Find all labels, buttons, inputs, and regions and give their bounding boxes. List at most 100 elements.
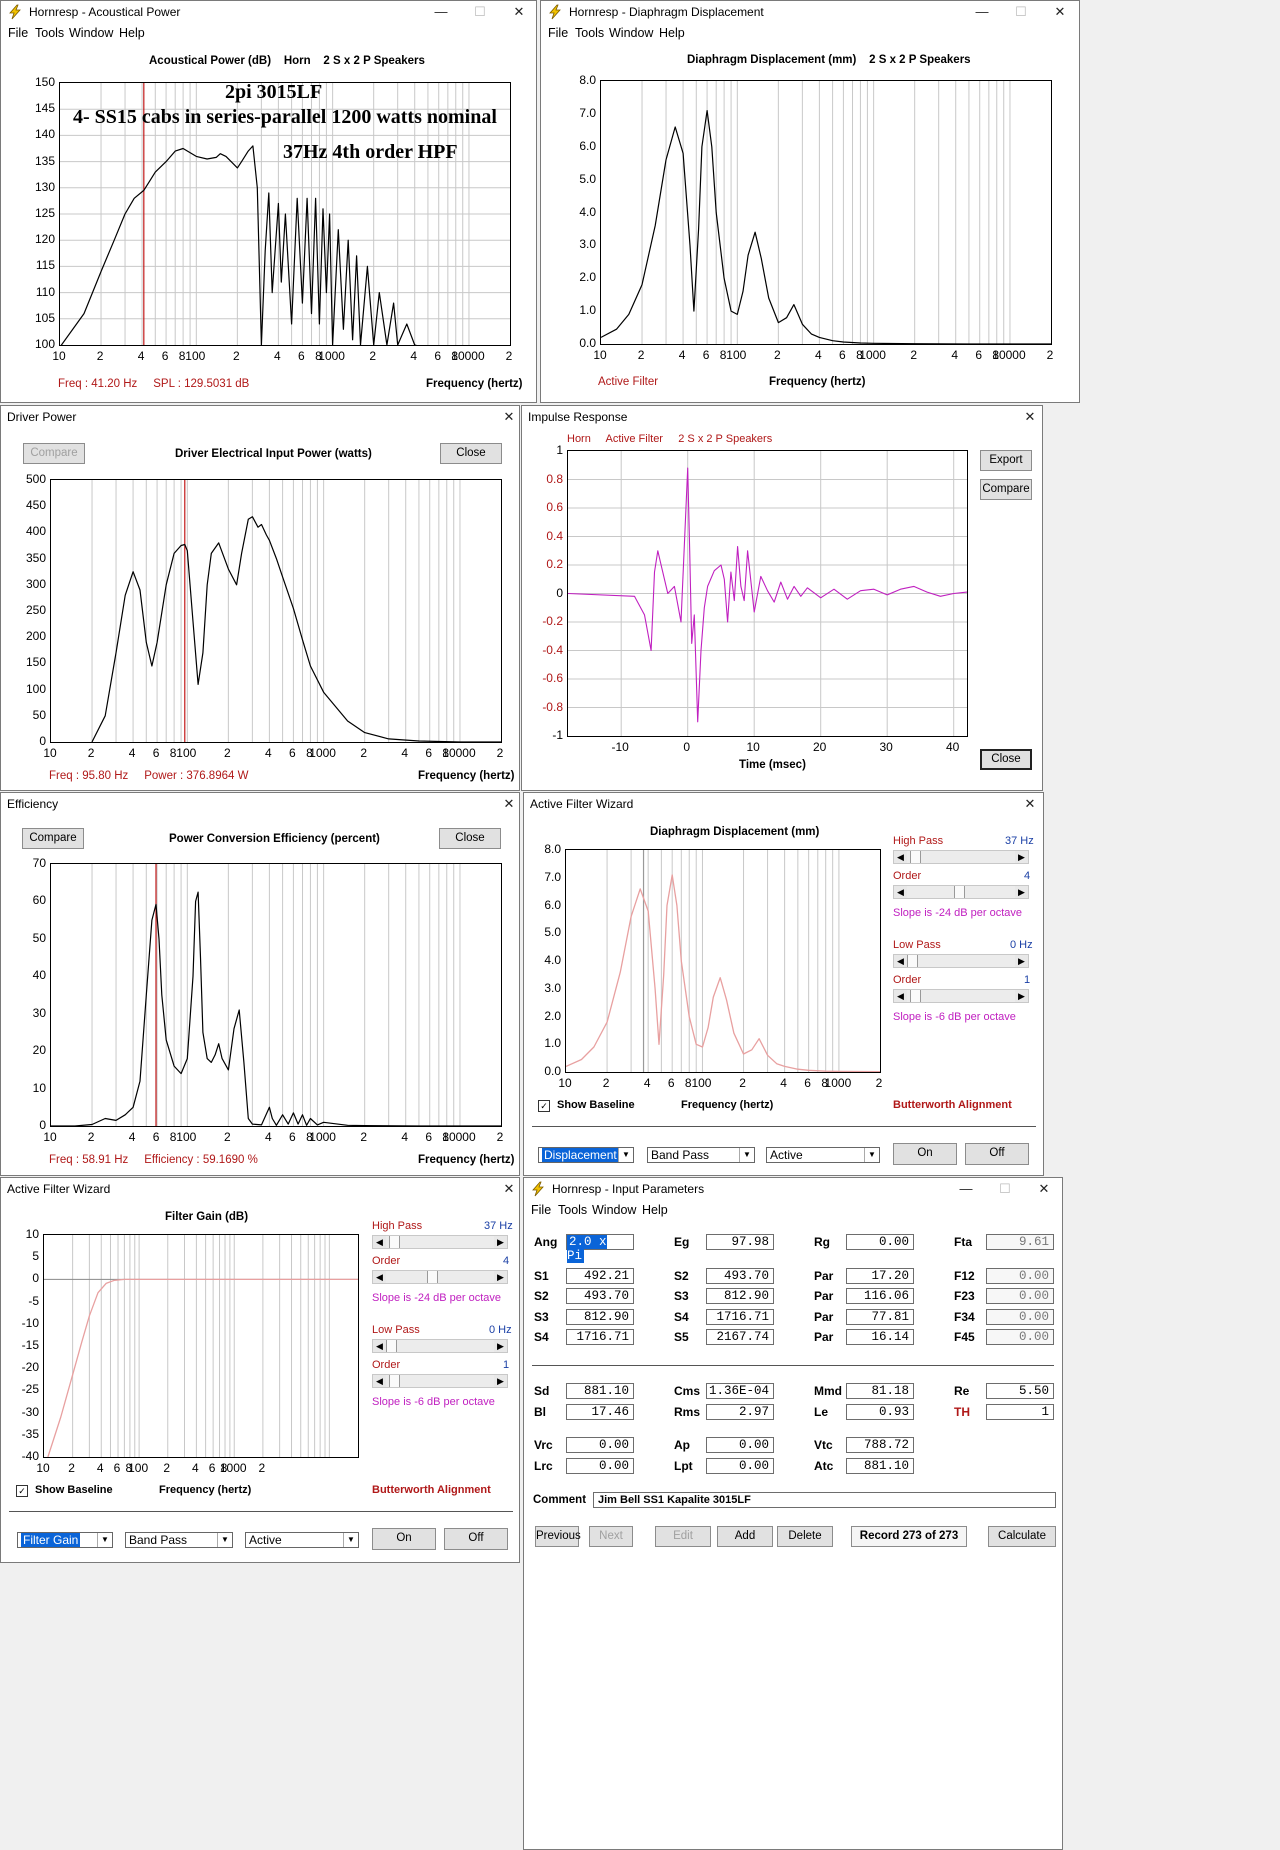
param-field[interactable]: 0.00 bbox=[986, 1329, 1054, 1345]
menu-window[interactable]: Window bbox=[609, 26, 654, 40]
chevron-down-icon[interactable]: ▼ bbox=[739, 1148, 754, 1162]
title-bar[interactable]: Hornresp - Input Parameters — ☐ ✕ bbox=[524, 1178, 1062, 1200]
filter-mode-combo[interactable]: Active ▼ bbox=[766, 1147, 880, 1163]
param-field[interactable]: 16.14 bbox=[846, 1329, 914, 1345]
arrow-right-icon[interactable]: ▶ bbox=[494, 1236, 507, 1248]
hp-order-slider[interactable]: ◀ ▶ bbox=[893, 885, 1029, 899]
param-field[interactable]: 0.00 bbox=[986, 1268, 1054, 1284]
param-field[interactable]: 492.21 bbox=[566, 1268, 634, 1284]
param-field[interactable]: 881.10 bbox=[566, 1383, 634, 1399]
compare-button[interactable]: Compare bbox=[22, 828, 84, 849]
close-icon[interactable]: ✕ bbox=[503, 1181, 515, 1196]
slider-thumb[interactable] bbox=[427, 1271, 438, 1283]
minimize-icon[interactable]: — bbox=[959, 1181, 973, 1196]
chart-type-combo[interactable]: Displacement ▼ bbox=[538, 1147, 634, 1163]
param-field[interactable]: 881.10 bbox=[846, 1458, 914, 1474]
param-field[interactable]: 1 bbox=[986, 1404, 1054, 1420]
previous-button[interactable]: Previous bbox=[535, 1526, 581, 1547]
title-bar[interactable]: Active Filter Wizard ✕ bbox=[524, 793, 1043, 815]
param-field[interactable]: 812.90 bbox=[566, 1309, 634, 1325]
param-field[interactable]: 116.06 bbox=[846, 1288, 914, 1304]
chevron-down-icon[interactable]: ▼ bbox=[864, 1148, 879, 1162]
param-field[interactable]: 97.98 bbox=[706, 1234, 774, 1250]
param-field[interactable]: 493.70 bbox=[566, 1288, 634, 1304]
filter-gain-plot[interactable] bbox=[43, 1234, 359, 1458]
title-bar[interactable]: Efficiency ✕ bbox=[1, 793, 519, 815]
chevron-down-icon[interactable]: ▼ bbox=[618, 1148, 633, 1162]
close-icon[interactable]: ✕ bbox=[1024, 796, 1036, 811]
lp-order-slider[interactable]: ◀ ▶ bbox=[893, 989, 1029, 1003]
arrow-left-icon[interactable]: ◀ bbox=[894, 955, 907, 967]
menu-help[interactable]: Help bbox=[659, 26, 685, 40]
close-icon[interactable]: ✕ bbox=[1038, 1181, 1050, 1196]
compare-button[interactable]: Compare bbox=[23, 443, 85, 464]
show-baseline-checkbox[interactable]: ✓ bbox=[16, 1485, 28, 1497]
filter-mode-combo[interactable]: Active ▼ bbox=[245, 1532, 359, 1548]
slider-thumb[interactable] bbox=[910, 990, 921, 1002]
edit-button[interactable]: Edit bbox=[655, 1526, 711, 1547]
arrow-right-icon[interactable]: ▶ bbox=[1015, 886, 1028, 898]
param-field[interactable]: 81.18 bbox=[846, 1383, 914, 1399]
menu-tools[interactable]: Tools bbox=[35, 26, 65, 40]
param-field[interactable]: 5.50 bbox=[986, 1383, 1054, 1399]
slider-thumb[interactable] bbox=[389, 1236, 400, 1248]
menu-tools[interactable]: Tools bbox=[558, 1203, 588, 1217]
param-field[interactable]: 0.00 bbox=[846, 1234, 914, 1250]
chevron-down-icon[interactable]: ▼ bbox=[217, 1533, 232, 1547]
maximize-icon[interactable]: ☐ bbox=[1015, 4, 1027, 19]
close-button[interactable]: Close bbox=[439, 828, 501, 849]
compare-button[interactable]: Compare bbox=[980, 479, 1032, 500]
maximize-icon[interactable]: ☐ bbox=[474, 4, 486, 19]
arrow-left-icon[interactable]: ◀ bbox=[373, 1271, 386, 1283]
hp-order-slider[interactable]: ◀ ▶ bbox=[372, 1270, 508, 1284]
param-field[interactable]: 77.81 bbox=[846, 1309, 914, 1325]
arrow-right-icon[interactable]: ▶ bbox=[1015, 990, 1028, 1002]
param-field[interactable]: 812.90 bbox=[706, 1288, 774, 1304]
show-baseline-checkbox[interactable]: ✓ bbox=[538, 1100, 550, 1112]
param-field[interactable]: 2.0 x Pi bbox=[566, 1234, 634, 1263]
close-icon[interactable]: ✕ bbox=[1054, 4, 1066, 19]
title-bar[interactable]: Hornresp - Acoustical Power — ☐ ✕ bbox=[1, 1, 536, 23]
low-pass-slider[interactable]: ◀ ▶ bbox=[372, 1339, 508, 1353]
on-button[interactable]: On bbox=[893, 1143, 957, 1165]
close-icon[interactable]: ✕ bbox=[503, 409, 515, 424]
param-field[interactable]: 9.61 bbox=[986, 1234, 1054, 1250]
arrow-right-icon[interactable]: ▶ bbox=[494, 1375, 507, 1387]
efficiency-plot[interactable] bbox=[50, 863, 502, 1127]
filter-type-combo[interactable]: Band Pass ▼ bbox=[125, 1532, 233, 1548]
arrow-left-icon[interactable]: ◀ bbox=[894, 886, 907, 898]
show-baseline-label[interactable]: Show Baseline bbox=[35, 1484, 113, 1496]
slider-thumb[interactable] bbox=[954, 886, 965, 898]
title-bar[interactable]: Active Filter Wizard ✕ bbox=[1, 1178, 519, 1200]
high-pass-slider[interactable]: ◀ ▶ bbox=[893, 850, 1029, 864]
driver-power-plot[interactable] bbox=[50, 479, 502, 743]
arrow-left-icon[interactable]: ◀ bbox=[894, 990, 907, 1002]
add-button[interactable]: Add bbox=[717, 1526, 773, 1547]
high-pass-slider[interactable]: ◀ ▶ bbox=[372, 1235, 508, 1249]
param-field[interactable]: 788.72 bbox=[846, 1437, 914, 1453]
chevron-down-icon[interactable]: ▼ bbox=[343, 1533, 358, 1547]
minimize-icon[interactable]: — bbox=[975, 4, 989, 19]
param-field[interactable]: 2.97 bbox=[706, 1404, 774, 1420]
param-field[interactable]: 493.70 bbox=[706, 1268, 774, 1284]
menu-window[interactable]: Window bbox=[69, 26, 114, 40]
menu-help[interactable]: Help bbox=[642, 1203, 668, 1217]
menu-file[interactable]: File bbox=[548, 26, 569, 40]
on-button[interactable]: On bbox=[372, 1528, 436, 1550]
menu-window[interactable]: Window bbox=[592, 1203, 637, 1217]
menu-file[interactable]: File bbox=[8, 26, 29, 40]
comment-field[interactable]: Jim Bell SS1 Kapalite 3015LF bbox=[593, 1492, 1056, 1508]
arrow-right-icon[interactable]: ▶ bbox=[1015, 851, 1028, 863]
displacement-plot[interactable] bbox=[600, 80, 1052, 345]
impulse-plot[interactable] bbox=[567, 450, 968, 737]
menu-file[interactable]: File bbox=[531, 1203, 552, 1217]
param-field[interactable]: 2167.74 bbox=[706, 1329, 774, 1345]
param-field[interactable]: 0.00 bbox=[986, 1309, 1054, 1325]
param-field[interactable]: 0.00 bbox=[706, 1437, 774, 1453]
filter-type-combo[interactable]: Band Pass ▼ bbox=[647, 1147, 755, 1163]
calculate-button[interactable]: Calculate bbox=[988, 1526, 1056, 1547]
param-field[interactable]: 17.20 bbox=[846, 1268, 914, 1284]
title-bar[interactable]: Impulse Response ✕ bbox=[522, 406, 1042, 428]
arrow-left-icon[interactable]: ◀ bbox=[373, 1375, 386, 1387]
maximize-icon[interactable]: ☐ bbox=[999, 1181, 1011, 1196]
